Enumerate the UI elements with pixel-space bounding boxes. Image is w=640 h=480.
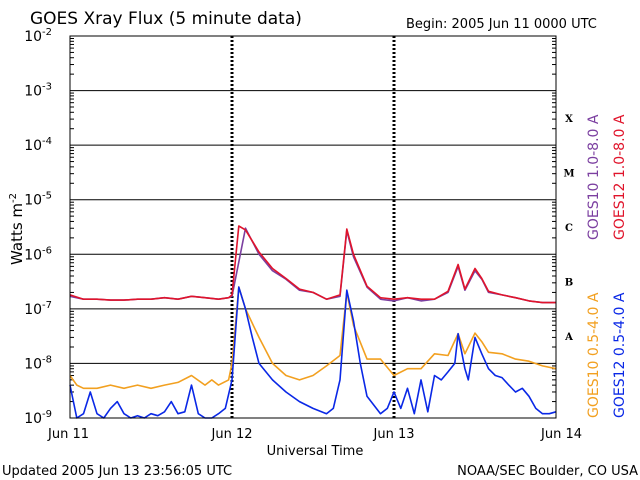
y-tick-exp: -2 <box>42 27 52 38</box>
y-tick-label: 10-7 <box>24 300 52 318</box>
x-tick-label: Jun 11 <box>47 427 89 442</box>
y-tick-exp: -9 <box>42 409 52 420</box>
y-tick-base: 10 <box>24 29 42 45</box>
begin-label: Begin: 2005 Jun 11 0000 UTC <box>406 17 597 32</box>
flare-class-label: C <box>565 223 573 234</box>
plot-frame <box>69 35 557 419</box>
x-tick-label: Jun 13 <box>373 427 415 442</box>
series-line-goes12-1-0-8-0-a <box>69 225 556 304</box>
y-tick-label: 10-5 <box>24 191 52 209</box>
x-tick-label: Jun 12 <box>211 427 253 442</box>
footer-credit: NOAA/SEC Boulder, CO USA <box>457 464 638 479</box>
y-tick-label: 10-2 <box>24 27 52 45</box>
series-line-goes12-0-5-4-0-a <box>69 286 557 419</box>
y-tick-base: 10 <box>24 193 42 209</box>
flare-class-label: A <box>564 332 573 343</box>
chart-title: GOES Xray Flux (5 minute data) <box>30 9 302 29</box>
legend-entry: GOES10 0.5-4.0 A <box>586 292 602 418</box>
x-tick-label: Jun 14 <box>540 427 582 442</box>
y-tick-exp: -3 <box>42 82 52 93</box>
y-tick-label: 10-3 <box>24 82 52 100</box>
y-tick-label: 10-4 <box>24 136 52 154</box>
flare-class-label: X <box>565 114 573 125</box>
y-tick-base: 10 <box>24 247 42 263</box>
y-tick-base: 10 <box>24 411 42 427</box>
legend-entry: GOES12 1.0-8.0 A <box>612 114 628 240</box>
footer-updated: Updated 2005 Jun 13 23:56:05 UTC <box>2 464 232 479</box>
y-tick-base: 10 <box>24 356 42 372</box>
series-lines <box>69 225 557 419</box>
y-axis-label-text: Watts m <box>8 203 26 265</box>
y-tick-label: 10-9 <box>24 409 52 427</box>
flare-class-label: M <box>563 168 574 179</box>
legend: GOES10 1.0-8.0 A GOES12 1.0-8.0 A GOES10 0… <box>586 114 628 418</box>
y-tick-labels: 10-210-310-410-510-610-710-810-9 <box>24 27 52 427</box>
series-line-goes10-0-5-4-0-a <box>69 286 557 390</box>
legend-entry: GOES10 1.0-8.0 A <box>586 114 602 240</box>
y-tick-exp: -7 <box>42 300 52 311</box>
y-tick-base: 10 <box>24 84 42 100</box>
legend-entry: GOES12 0.5-4.0 A <box>612 292 628 418</box>
y-tick-label: 10-6 <box>24 245 52 263</box>
y-tick-label: 10-8 <box>24 354 52 372</box>
y-tick-exp: -5 <box>42 191 52 202</box>
y-tick-exp: -6 <box>42 245 52 256</box>
y-tick-exp: -4 <box>42 136 52 147</box>
x-tick-labels: Jun 11 Jun 12 Jun 13 Jun 14 <box>47 427 582 442</box>
y-axis-label: Watts m-2 <box>8 193 26 265</box>
flare-class-labels: X M C B A <box>563 114 574 343</box>
x-axis-label: Universal Time <box>267 444 364 459</box>
y-tick-base: 10 <box>24 302 42 318</box>
flare-class-label: B <box>565 278 573 289</box>
y-tick-exp: -8 <box>42 354 52 365</box>
y-tick-base: 10 <box>24 138 42 154</box>
y-axis-label-exp: -2 <box>8 193 19 203</box>
